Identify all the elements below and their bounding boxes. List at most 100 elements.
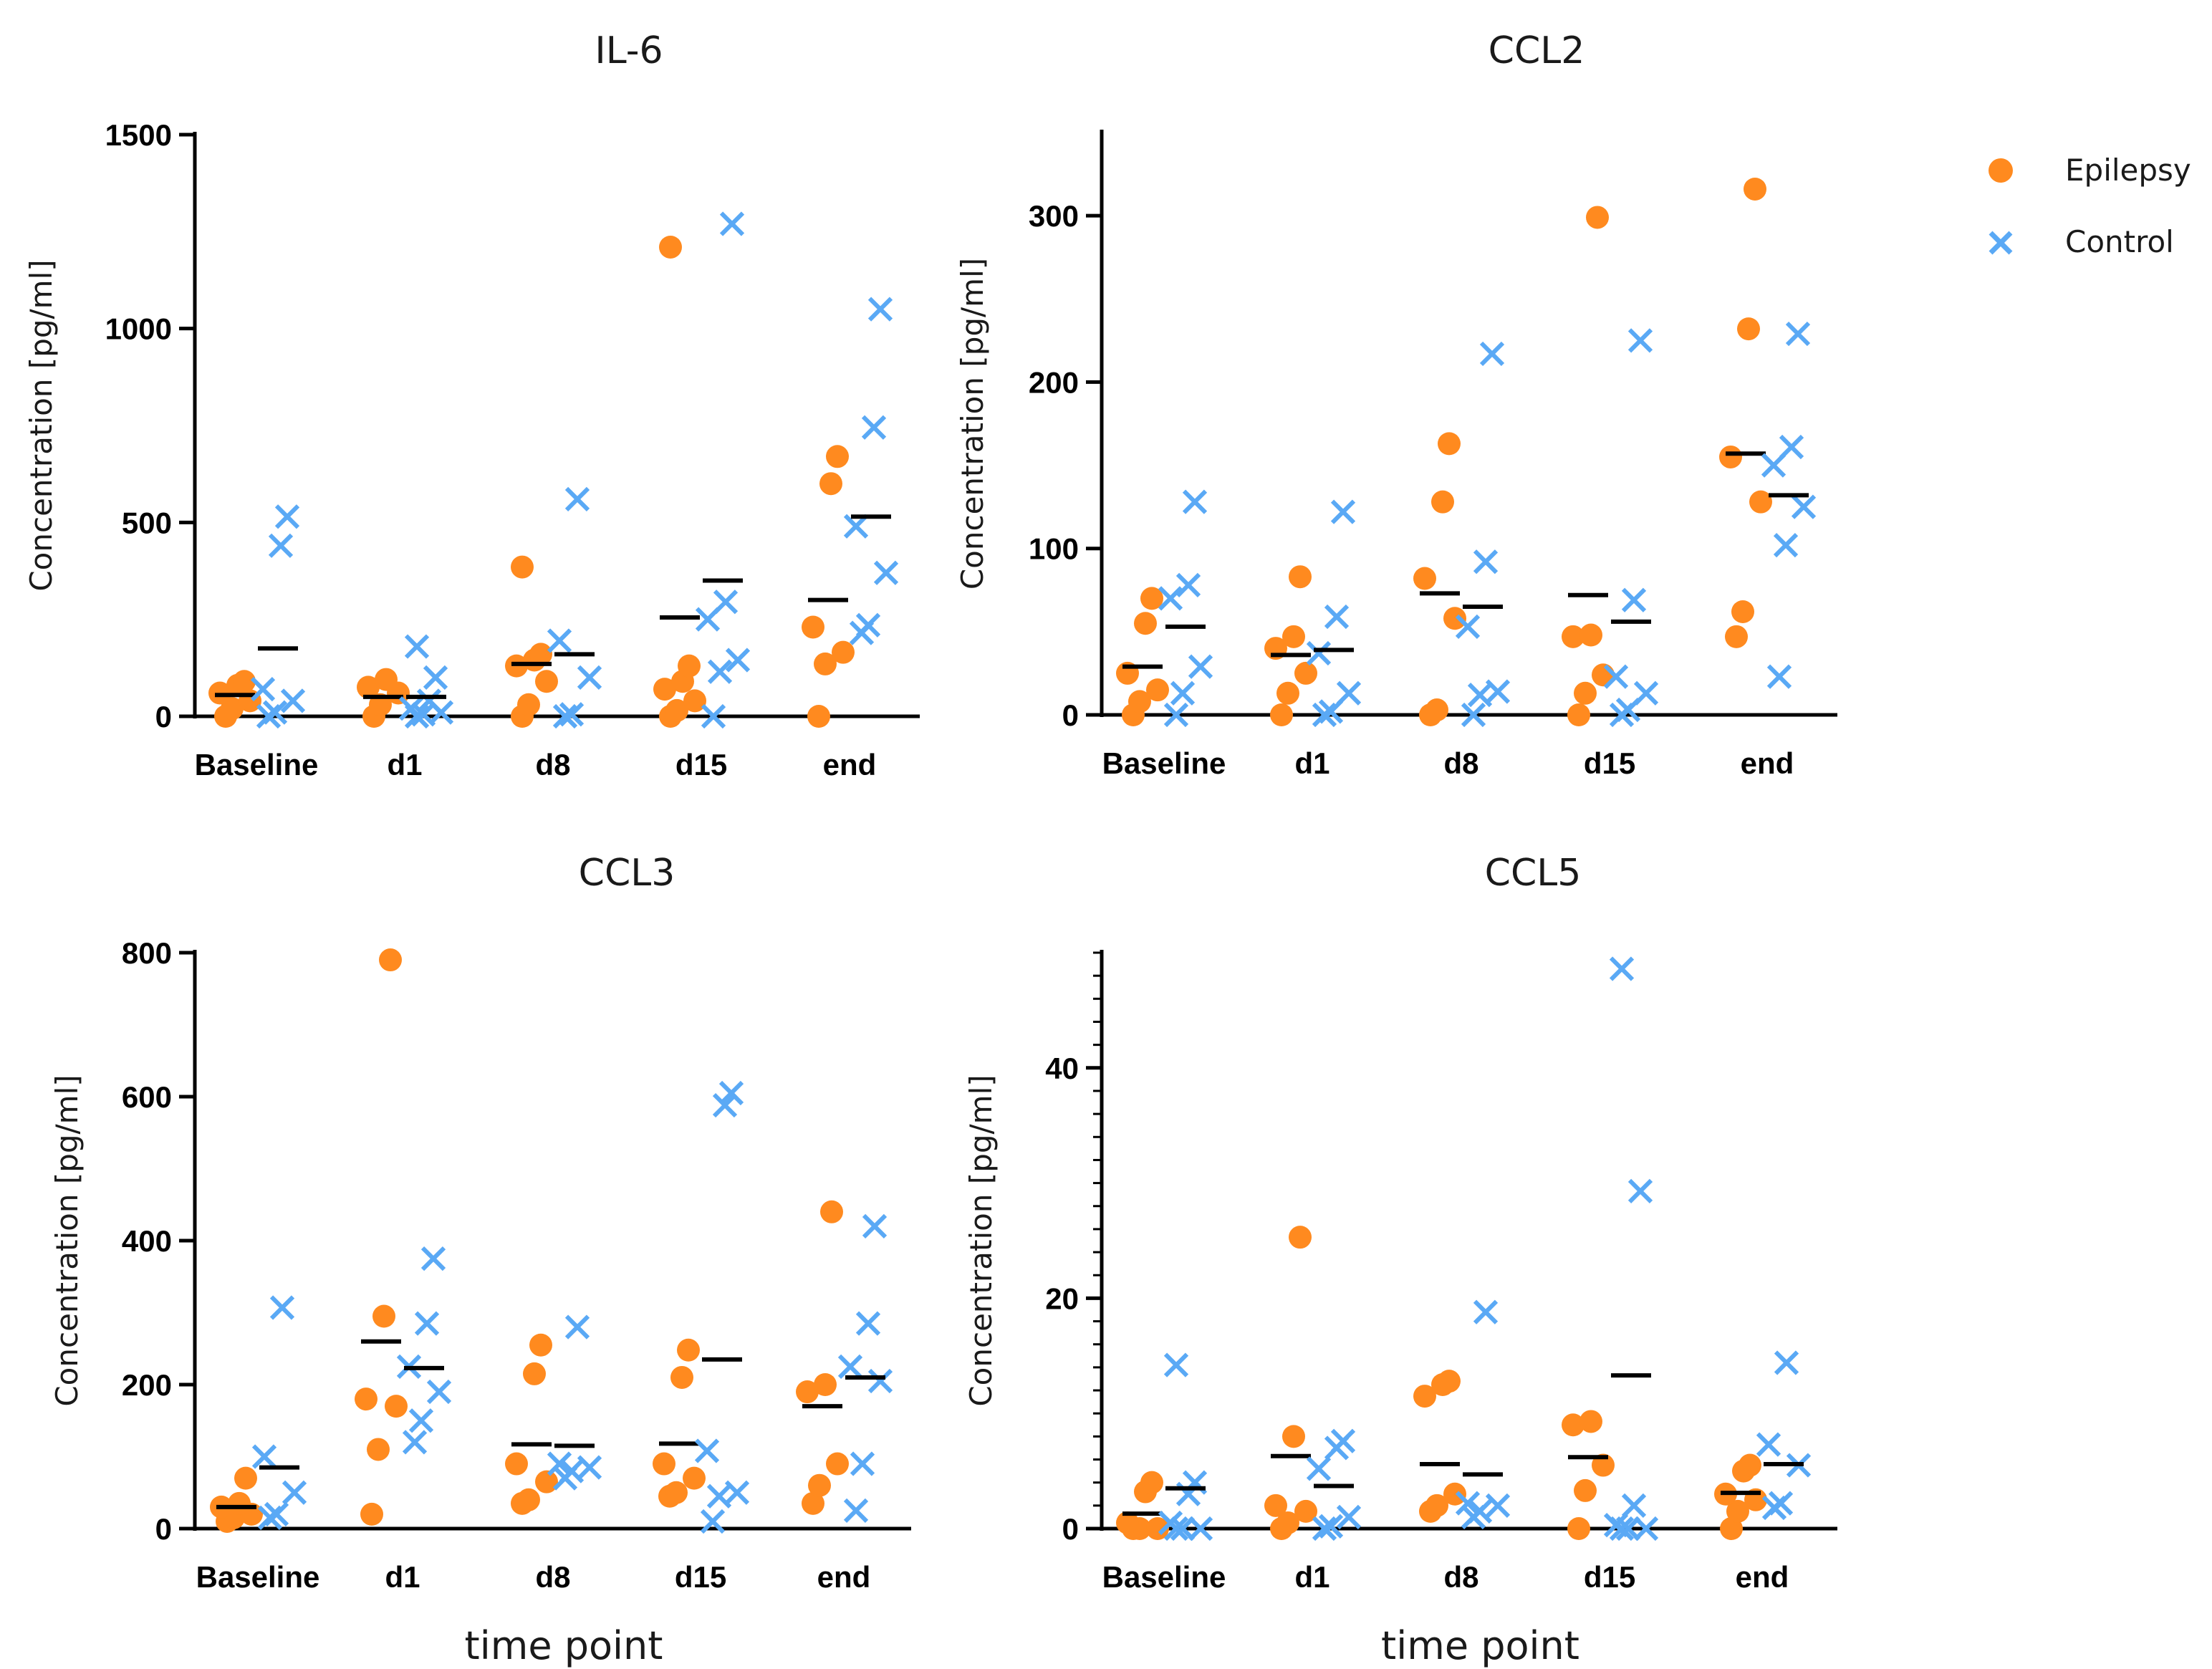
control-point — [843, 514, 869, 539]
epilepsy-point — [1294, 661, 1317, 685]
chart-title: CCL3 — [579, 852, 675, 895]
epilepsy-point — [1140, 1471, 1163, 1494]
epilepsy-point — [1289, 1226, 1312, 1249]
control-point — [1188, 1516, 1213, 1541]
epilepsy-point — [826, 445, 849, 468]
control-point — [850, 1451, 875, 1476]
epilepsy-point — [1425, 1494, 1448, 1517]
epilepsy-point — [505, 1452, 528, 1476]
control-point-stroke — [1773, 532, 1799, 558]
control-point — [694, 1438, 720, 1463]
control-point-stroke — [1330, 1428, 1356, 1453]
control-point — [559, 1458, 585, 1483]
control-point-stroke — [416, 688, 442, 713]
epilepsy-point — [683, 689, 706, 713]
control-point — [1158, 1510, 1183, 1536]
epilepsy-point — [1294, 1499, 1317, 1523]
epilepsy-point — [1720, 1517, 1743, 1540]
control-point-stroke — [855, 1311, 881, 1336]
control-point-stroke — [423, 665, 448, 690]
control-point-stroke — [1330, 499, 1356, 524]
epilepsy-point — [355, 1387, 378, 1411]
epilepsy-point — [234, 1466, 257, 1490]
epilepsy-point — [665, 1481, 688, 1504]
control-point-stroke — [564, 486, 590, 511]
control-point — [564, 486, 590, 511]
y-tick-label: 0 — [1062, 1512, 1079, 1546]
control-point-stroke — [1324, 604, 1350, 630]
control-point-stroke — [1312, 1516, 1337, 1541]
x-tick-label: end — [1736, 1560, 1789, 1594]
epilepsy-point — [1413, 567, 1436, 590]
control-point-stroke — [1603, 1513, 1629, 1538]
control-point — [1756, 1432, 1781, 1457]
x-tick-label: Baseline — [196, 1560, 320, 1594]
control-point-stroke — [873, 560, 899, 585]
control-point — [1774, 1350, 1799, 1375]
control-point-stroke — [719, 211, 745, 236]
control-point — [404, 634, 430, 659]
control-point — [559, 702, 585, 727]
control-point-stroke — [1336, 1504, 1362, 1530]
control-point — [1485, 1493, 1511, 1518]
control-point-stroke — [861, 415, 887, 440]
epilepsy-point — [1567, 703, 1590, 726]
x-axis-title: time point — [1381, 1623, 1579, 1668]
control-point — [282, 1480, 307, 1505]
control-point-stroke — [398, 696, 424, 721]
control-point-stroke — [1467, 683, 1493, 708]
control-point-stroke — [1621, 587, 1647, 612]
epilepsy-point — [511, 555, 534, 579]
control-point-stroke — [843, 514, 869, 539]
control-point — [426, 1379, 452, 1405]
control-point-stroke — [1473, 1299, 1499, 1324]
control-point — [725, 648, 751, 673]
control-point — [1603, 1513, 1629, 1538]
control-point — [861, 415, 887, 440]
control-point — [1336, 680, 1362, 706]
control-point — [1455, 614, 1481, 640]
control-point — [1621, 1493, 1647, 1518]
control-point-stroke — [559, 702, 585, 727]
epilepsy-point — [1725, 625, 1748, 648]
epilepsy-point — [1586, 206, 1609, 229]
epilepsy-point — [820, 1200, 843, 1223]
epilepsy-point — [1579, 623, 1602, 647]
epilepsy-point — [807, 705, 830, 728]
epilepsy-point — [796, 1380, 819, 1404]
x-tick-label: d1 — [385, 1560, 420, 1594]
epilepsy-point — [1289, 565, 1312, 589]
control-point-stroke — [547, 628, 572, 653]
epilepsy-point — [1431, 490, 1454, 514]
epilepsy-point — [653, 678, 676, 701]
control-point-stroke — [414, 1311, 440, 1336]
control-point-stroke — [1170, 680, 1196, 706]
epilepsy-point — [802, 1491, 824, 1515]
control-point-stroke — [1306, 640, 1332, 666]
control-point — [1761, 453, 1787, 478]
x-tick-label: d8 — [1443, 1560, 1478, 1594]
epilepsy-point — [665, 698, 688, 722]
epilepsy-point — [1562, 1413, 1585, 1437]
control-point — [1318, 1514, 1344, 1539]
control-point — [701, 703, 726, 729]
epilepsy-point — [819, 472, 842, 496]
control-point — [1461, 702, 1486, 728]
control-point-stroke — [547, 1451, 572, 1476]
control-point-stroke — [250, 676, 276, 702]
control-point-stroke — [1785, 321, 1811, 347]
control-point — [1170, 1516, 1196, 1541]
control-point-stroke — [251, 1444, 277, 1469]
control-point-stroke — [1633, 680, 1659, 706]
control-point — [1175, 572, 1201, 597]
control-point — [402, 1430, 428, 1455]
control-point-stroke — [282, 1480, 307, 1505]
control-point-stroke — [867, 1368, 893, 1394]
control-point — [274, 504, 300, 529]
epilepsy-point — [1425, 698, 1448, 722]
epilepsy-point — [683, 1466, 706, 1490]
control-point-stroke — [1779, 434, 1804, 460]
control-point-stroke — [280, 688, 306, 713]
x-tick-label: d8 — [535, 1560, 570, 1594]
epilepsy-point — [228, 1491, 251, 1515]
